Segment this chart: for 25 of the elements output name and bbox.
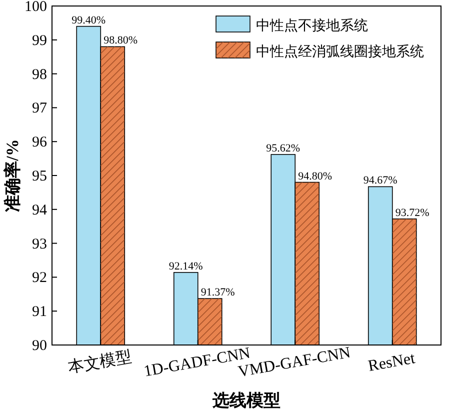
y-tick-label: 100: [24, 0, 47, 15]
y-axis-title: 准确率/%: [3, 139, 22, 212]
y-tick-label: 95: [32, 168, 47, 184]
data-label: 92.14%: [168, 260, 203, 272]
data-label: 94.80%: [298, 170, 332, 182]
y-tick-label: 90: [32, 338, 47, 354]
y-tick-label: 99: [32, 32, 47, 49]
y-tick-label: 96: [32, 134, 48, 151]
data-label: 94.67%: [363, 174, 398, 187]
y-tick-label: 92: [32, 270, 47, 286]
y-tick-label: 94: [32, 202, 48, 218]
y-tick-label: 97: [32, 100, 48, 117]
x-tick-label: ResNet: [366, 350, 417, 376]
legend-label: 中性点经消弧线圈接地系统: [256, 44, 424, 60]
x-axis-title: 选线模型: [212, 391, 280, 410]
x-tick-label: 本文模型: [66, 348, 133, 376]
data-label: 93.72%: [395, 206, 430, 219]
data-label: 95.62%: [266, 142, 300, 154]
y-tick-label: 93: [32, 236, 47, 252]
data-label: 91.37%: [200, 286, 235, 299]
legend-label: 中性点不接地系统: [256, 18, 368, 34]
y-tick-label: 98: [32, 66, 47, 83]
y-tick-label: 91: [32, 304, 47, 320]
data-label: 98.80%: [104, 34, 138, 47]
data-label: 99.40%: [72, 14, 106, 26]
